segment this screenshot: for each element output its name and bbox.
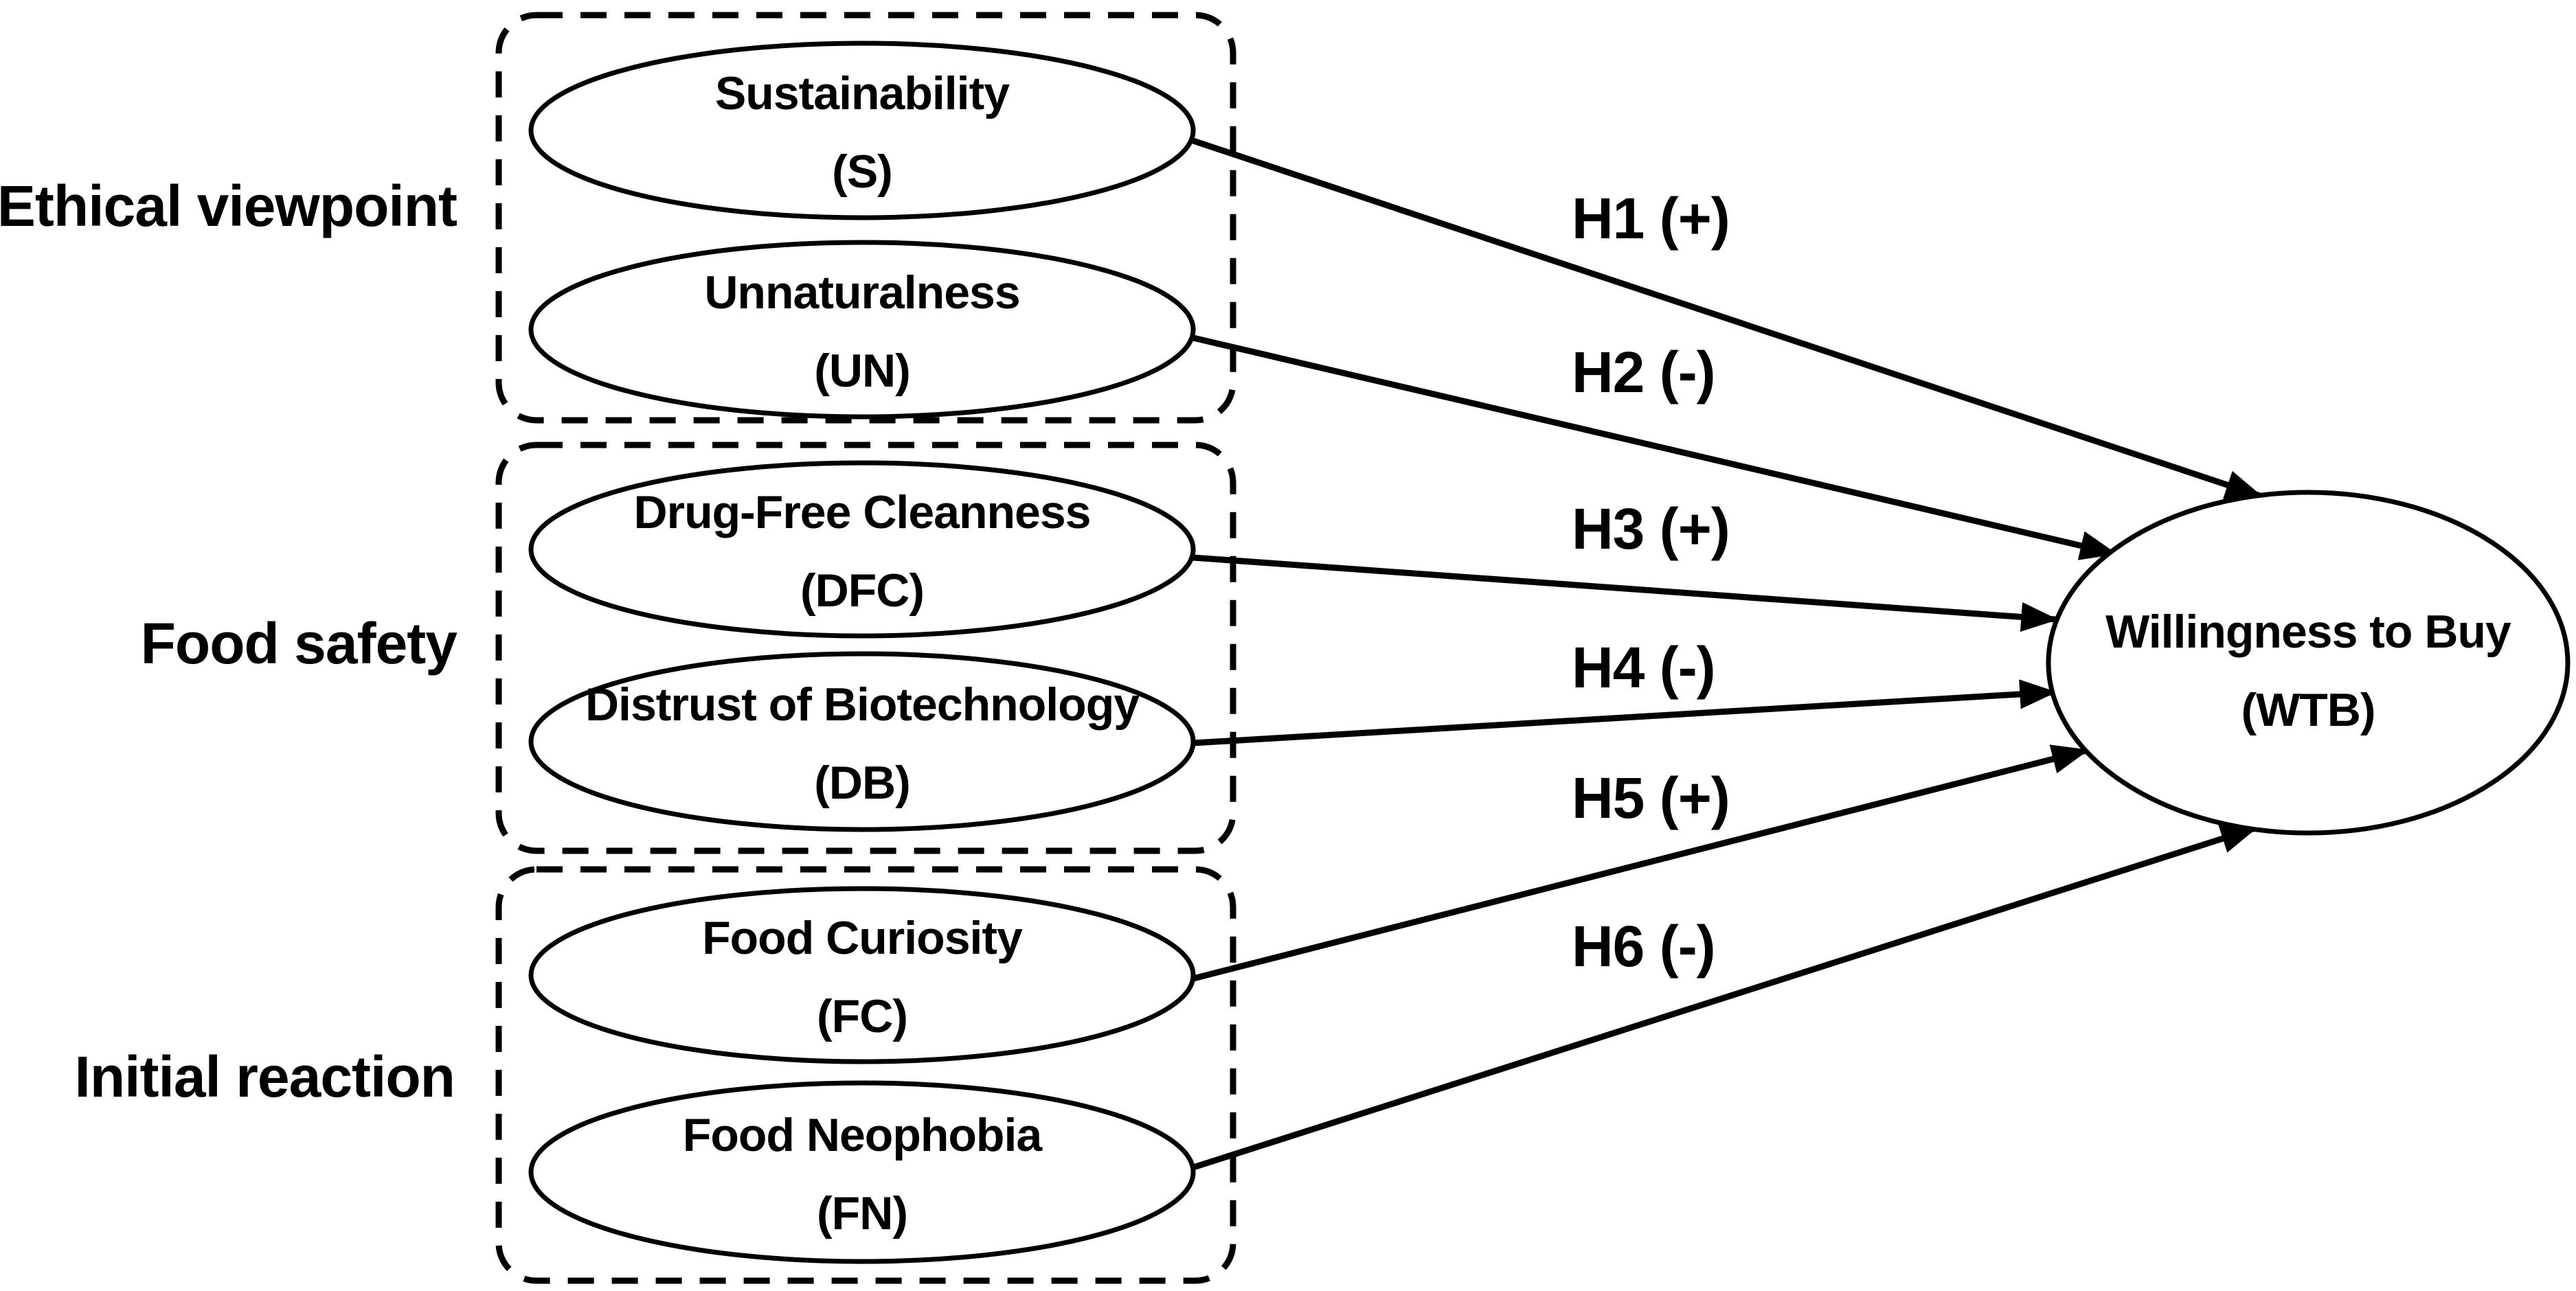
unnaturalness-name: Unnaturalness (704, 266, 1019, 319)
ethical-viewpoint-group-box (495, 12, 1236, 424)
food-neophobia-abbr: (FN) (817, 1187, 907, 1239)
drug-free-cleanness-node: Drug-Free Cleanness (DFC) (528, 460, 1196, 639)
food-neophobia-ellipse (528, 1080, 1196, 1264)
h2-label: H2 (-) (1572, 340, 1715, 404)
drug-free-cleanness-abbr: (DFC) (800, 564, 924, 617)
food-neophobia-node: Food Neophobia (FN) (528, 1080, 1196, 1264)
food-safety-label: Food safety (141, 611, 458, 676)
distrust-of-biotechnology-node: Distrust of Biotechnology (DB) (528, 651, 1196, 832)
h1-arrow (1192, 137, 2263, 499)
food-curiosity-name: Food Curiosity (702, 912, 1023, 964)
food-curiosity-abbr: (FC) (817, 990, 907, 1042)
h4-arrow (1193, 679, 2057, 746)
sustainability-name: Sustainability (715, 67, 1010, 119)
drug-free-cleanness-name: Drug-Free Cleanness (634, 486, 1091, 538)
h2-arrow (1192, 334, 2118, 560)
h4-label: H4 (-) (1572, 635, 1715, 700)
sustainability-node: Sustainability (S) (528, 41, 1196, 220)
initial-reaction-label: Initial reaction (75, 1044, 455, 1109)
distrust-of-biotechnology-ellipse (528, 651, 1196, 832)
food-neophobia-name: Food Neophobia (683, 1109, 1043, 1161)
food-safety-group-box (495, 442, 1236, 854)
h1-label: H1 (+) (1572, 186, 1730, 251)
drug-free-cleanness-ellipse (528, 460, 1196, 639)
distrust-of-biotechnology-abbr: (DB) (814, 757, 910, 809)
unnaturalness-abbr: (UN) (814, 345, 910, 397)
sustainability-ellipse (528, 41, 1196, 220)
food-curiosity-ellipse (528, 886, 1196, 1064)
unnaturalness-node: Unnaturalness (UN) (528, 240, 1196, 420)
willingness-to-buy-ellipse (2046, 490, 2571, 836)
willingness-to-buy-node: Willingness to Buy (WTB) (2046, 490, 2571, 836)
h6-label: H6 (-) (1572, 914, 1715, 979)
h3-arrow (1193, 554, 2059, 632)
sustainability-abbr: (S) (832, 146, 892, 198)
distrust-of-biotechnology-name: Distrust of Biotechnology (585, 678, 1140, 731)
ethical-viewpoint-label: Ethical viewpoint (0, 174, 457, 238)
h5-arrow (1192, 744, 2090, 982)
willingness-to-buy-name: Willingness to Buy (2105, 606, 2511, 658)
h5-label: H5 (+) (1572, 766, 1730, 830)
h3-label: H3 (+) (1572, 496, 1730, 561)
food-curiosity-node: Food Curiosity (FC) (528, 886, 1196, 1064)
initial-reaction-group-box (495, 866, 1236, 1284)
willingness-to-buy-abbr: (WTB) (2241, 684, 2375, 736)
h6-arrow (1192, 824, 2259, 1171)
unnaturalness-ellipse (528, 240, 1196, 420)
